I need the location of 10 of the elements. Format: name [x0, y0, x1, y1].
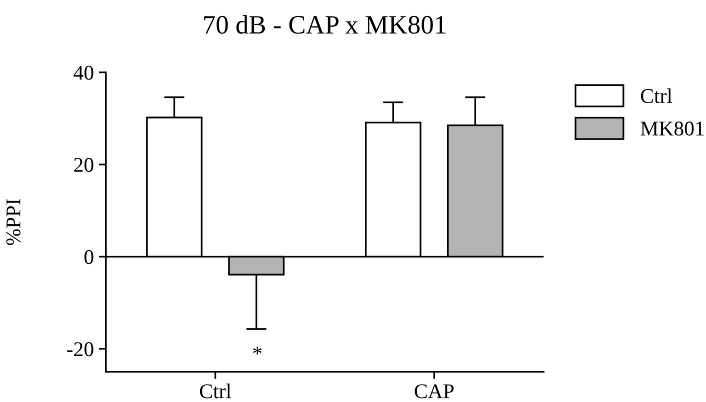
chart-title: 70 dB - CAP x MK801: [204, 15, 446, 34]
y-axis-title: %PPI: [6, 199, 20, 246]
annotation: *: [253, 346, 262, 354]
legend-label: MK801: [640, 122, 704, 136]
y-tick-label: 40: [74, 66, 94, 80]
y-tick-label: -20: [67, 342, 94, 356]
y-tick-label: 20: [74, 158, 94, 172]
legend-label: Ctrl: [640, 88, 672, 104]
y-tick-label: 0: [84, 250, 94, 264]
x-tick-label: CAP: [414, 384, 454, 398]
